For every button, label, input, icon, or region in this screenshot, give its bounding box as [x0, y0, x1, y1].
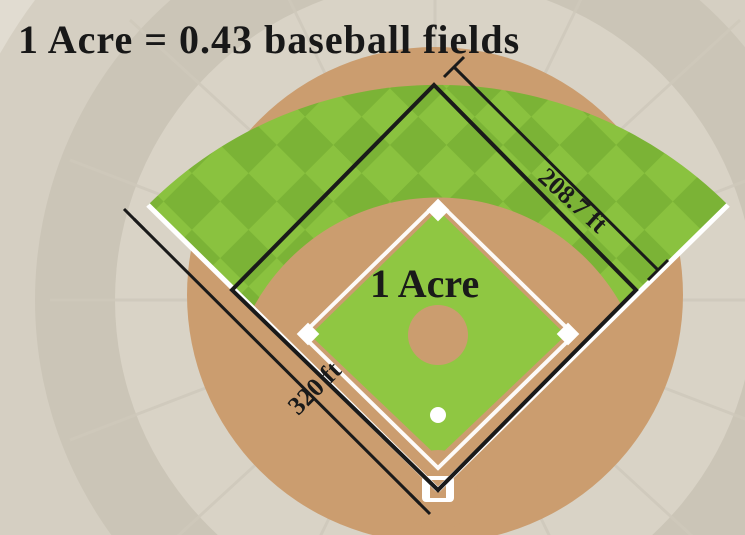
headline-text: 1 Acre = 0.43 baseball fields [18, 16, 520, 63]
acre-center-label: 1 Acre [370, 260, 479, 307]
pitchers-mound [408, 305, 468, 365]
